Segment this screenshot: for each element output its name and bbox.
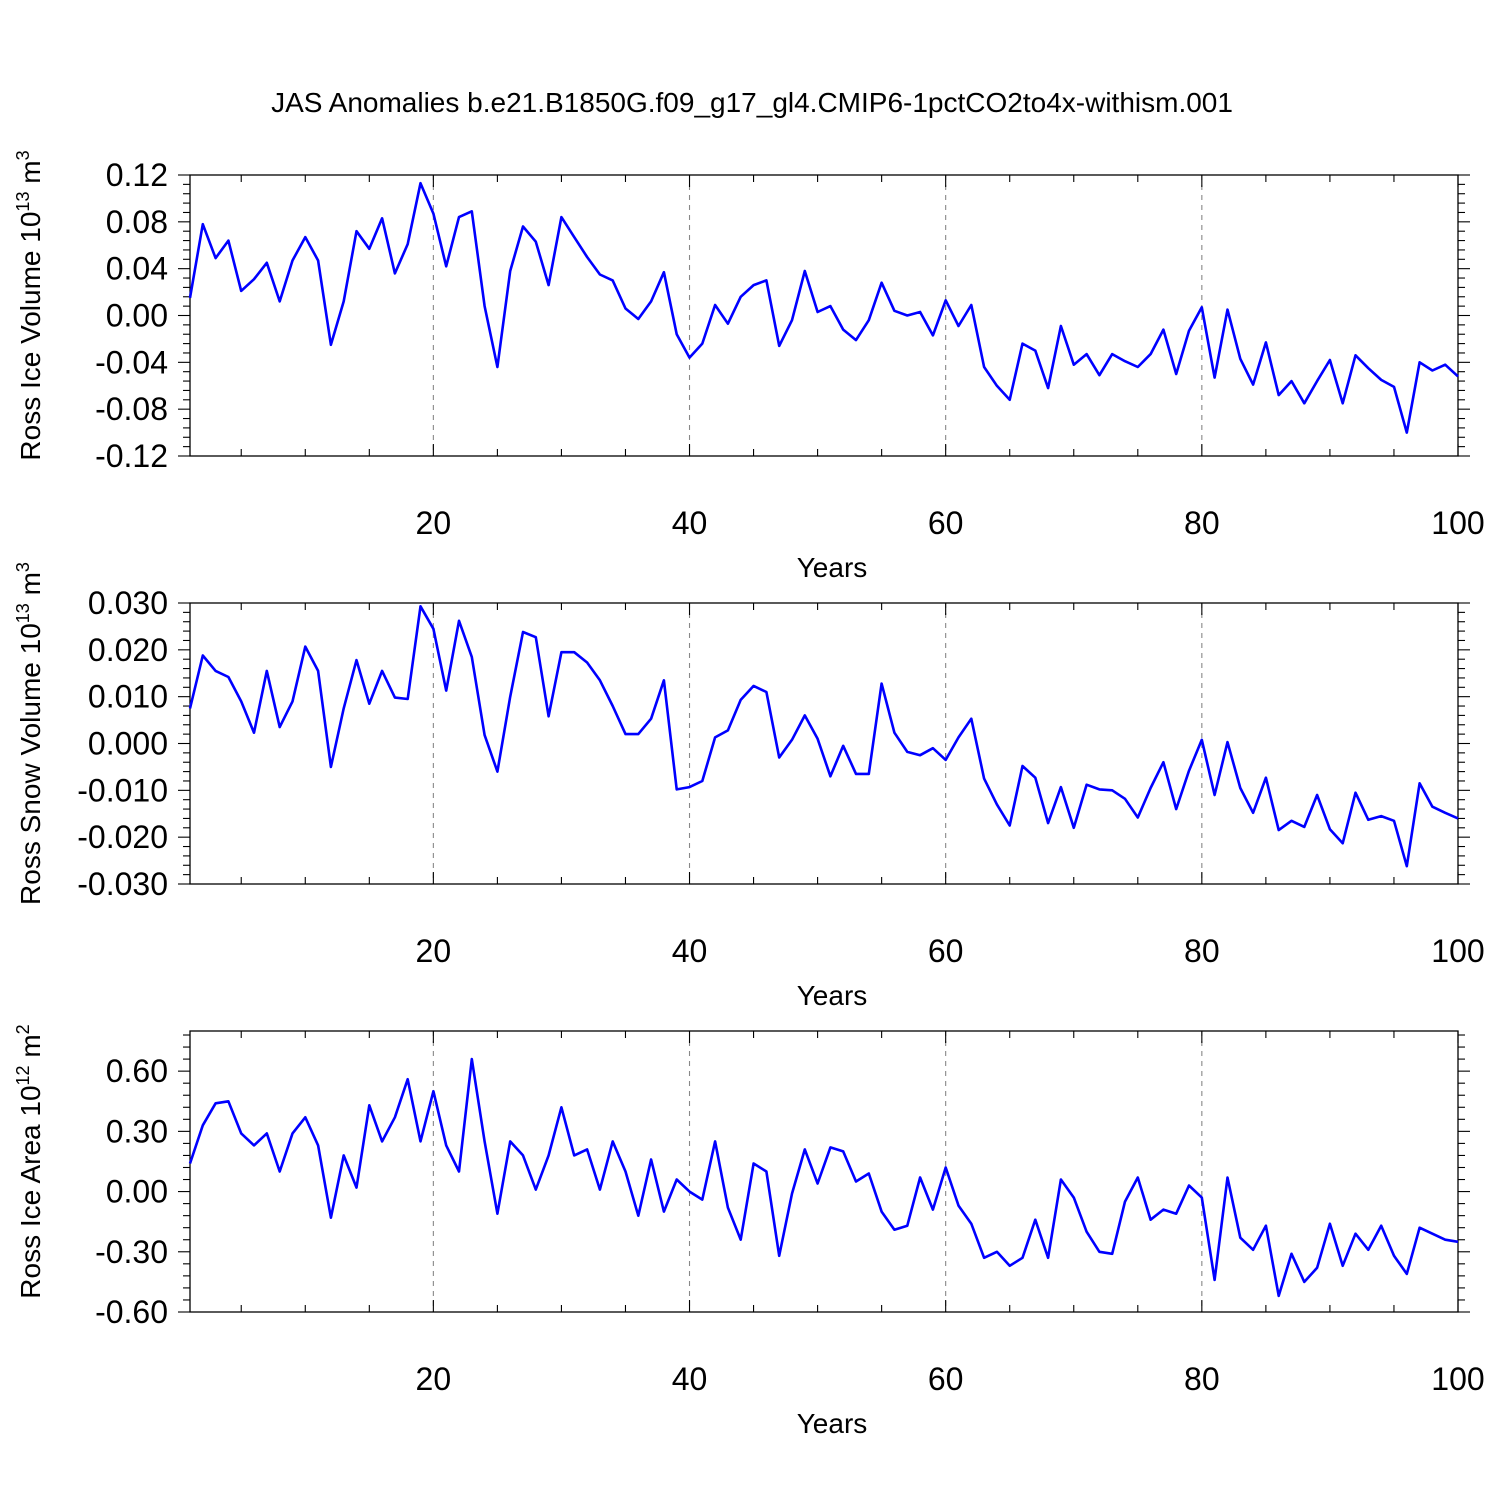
- x-tick-label: 20: [416, 1361, 452, 1397]
- chart-panel-ice-volume: -0.12 -0.08 -0.04 0.00 0.04 0.08 0.12 20 40 60 80 1…: [13, 150, 1485, 583]
- x-tick-label: 40: [672, 933, 708, 969]
- y-axis-title-ylabel-unit-sym-exp: 3: [13, 150, 33, 160]
- x-tick-label: 20: [416, 933, 452, 969]
- x-tick-label: 20: [416, 505, 452, 541]
- series-line-ice-area: [188, 1057, 1459, 1298]
- y-tick-label: 0.08: [106, 204, 168, 240]
- y-tick-label: 0.04: [106, 251, 168, 287]
- x-tick-label: 100: [1431, 933, 1484, 969]
- chart-panels: -0.12 -0.08 -0.04 0.00 0.04 0.08 0.12 20 40 60 80 1…: [13, 150, 1485, 1439]
- y-axis-title-ylabel-unit-exp: 13: [13, 192, 33, 212]
- y-tick-label: 0.00: [106, 1174, 168, 1210]
- y-axis-title-ylabel-unit-base: 10: [15, 623, 46, 654]
- y-axis-title-ylabel-unit-symbol: m: [15, 572, 46, 603]
- y-axis-title-ylabel: Ross Snow Volume: [15, 654, 46, 905]
- y-axis-title: Ross Ice Area 1012 m2: [13, 1024, 46, 1298]
- figure-title: JAS Anomalies b.e21.B1850G.f09_g17_gl4.C…: [271, 87, 1233, 118]
- y-axis-title-ylabel: Ross Ice Area: [15, 1117, 46, 1299]
- y-tick-label: -0.08: [95, 391, 168, 427]
- x-tick-label: 100: [1431, 1361, 1484, 1397]
- x-tick-label: 80: [1184, 505, 1220, 541]
- y-axis-title-ylabel: Ross Ice Volume: [15, 243, 46, 461]
- y-axis-title-ylabel-unit-exp: 12: [13, 1065, 33, 1085]
- x-axis-title: Years: [797, 980, 868, 1011]
- y-axis-title-ylabel-unit-base: 10: [15, 1085, 46, 1116]
- y-tick-label: 0.30: [106, 1113, 168, 1149]
- plot-frame: [189, 602, 1459, 885]
- y-tick-label: 0.00: [106, 298, 168, 334]
- y-axis-title: Ross Ice Volume 1013 m3: [13, 150, 46, 460]
- x-tick-label: 80: [1184, 933, 1220, 969]
- y-tick-label: -0.030: [77, 866, 168, 902]
- x-tick-label: 40: [672, 1361, 708, 1397]
- x-tick-label: 60: [928, 505, 964, 541]
- x-tick-label: 60: [928, 1361, 964, 1397]
- y-axis-title-ylabel-unit-sym-exp: 2: [13, 1024, 33, 1034]
- y-axis-title-ylabel-unit-exp: 13: [13, 603, 33, 623]
- y-tick-label: 0.12: [106, 157, 168, 193]
- x-tick-label: 100: [1431, 505, 1484, 541]
- x-tick-label: 40: [672, 505, 708, 541]
- y-tick-label: 0.60: [106, 1053, 168, 1089]
- plot-frame: [189, 1030, 1459, 1313]
- y-tick-label: -0.010: [77, 772, 168, 808]
- y-tick-label: 0.010: [88, 679, 168, 715]
- y-axis-title-ylabel-unit-sym-exp: 3: [13, 562, 33, 572]
- y-tick-label: -0.04: [95, 344, 168, 380]
- y-axis-title-ylabel-unit-base: 10: [15, 212, 46, 243]
- x-axis-title: Years: [797, 1408, 868, 1439]
- y-axis-title-ylabel-unit-symbol: m: [15, 160, 46, 191]
- chart-panel-ice-area: -0.60 -0.30 0.00 0.30 0.60 20 40 60 80 100 Years Ro…: [13, 1024, 1485, 1439]
- y-tick-label: -0.60: [95, 1294, 168, 1330]
- x-tick-label: 80: [1184, 1361, 1220, 1397]
- y-tick-label: -0.020: [77, 819, 168, 855]
- y-tick-label: -0.30: [95, 1234, 168, 1270]
- x-tick-label: 60: [928, 933, 964, 969]
- chart-panel-snow-volume: -0.030 -0.020 -0.010 0.000 0.010 0.020 0.030 20…: [13, 562, 1485, 1011]
- x-axis-title: Years: [797, 552, 868, 583]
- y-tick-label: 0.030: [88, 585, 168, 621]
- y-axis-title: Ross Snow Volume 1013 m3: [13, 562, 46, 905]
- plot-frame: [189, 174, 1459, 457]
- series-line-ice-volume: [188, 181, 1459, 434]
- series-line-snow-volume: [188, 604, 1459, 868]
- y-tick-label: -0.12: [95, 438, 168, 474]
- y-tick-label: 0.020: [88, 632, 168, 668]
- y-axis-title-ylabel-unit-symbol: m: [15, 1034, 46, 1065]
- y-tick-label: 0.000: [88, 726, 168, 762]
